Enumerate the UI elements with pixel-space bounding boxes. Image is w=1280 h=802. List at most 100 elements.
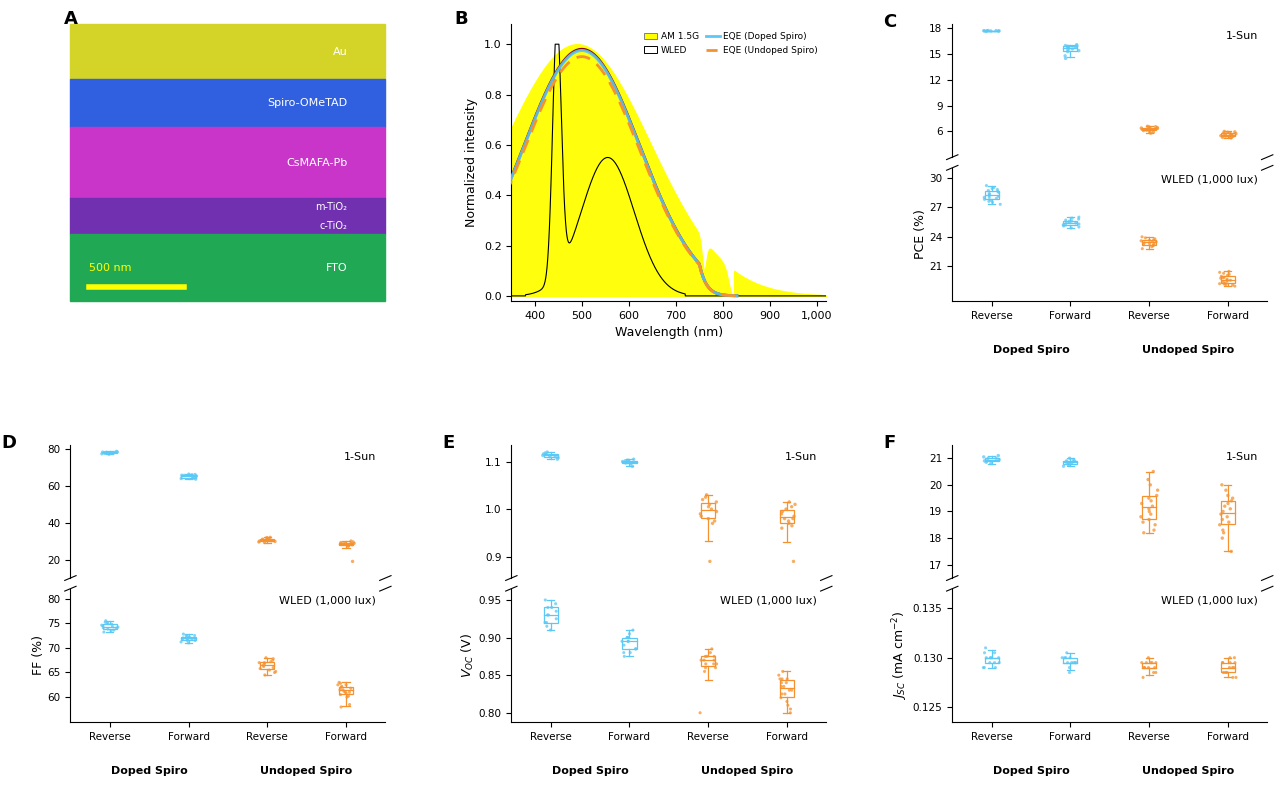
Point	[342, 555, 362, 568]
Point	[97, 618, 118, 630]
Point	[1220, 273, 1240, 286]
Text: Doped Spiro: Doped Spiro	[992, 766, 1069, 776]
Point	[1059, 216, 1079, 229]
Point	[622, 624, 643, 637]
Point	[257, 533, 278, 545]
Y-axis label: Normalized intensity: Normalized intensity	[466, 98, 479, 227]
Point	[696, 650, 717, 662]
Bar	[544, 454, 558, 457]
Point	[694, 654, 714, 666]
Point	[547, 453, 567, 466]
Point	[538, 601, 558, 614]
Point	[1061, 457, 1082, 470]
Point	[545, 597, 566, 610]
Point	[1220, 651, 1240, 664]
Point	[1059, 459, 1079, 472]
Bar	[1064, 461, 1078, 464]
Point	[1069, 213, 1089, 225]
Point	[1138, 651, 1158, 664]
Bar	[701, 656, 716, 666]
Point	[1135, 232, 1156, 245]
Point	[332, 538, 352, 551]
Point	[977, 455, 997, 468]
Point	[535, 616, 556, 629]
Point	[538, 446, 558, 459]
Point	[613, 638, 634, 651]
Point	[1132, 656, 1152, 669]
Point	[259, 663, 279, 676]
Text: m-TiO₂: m-TiO₂	[316, 202, 348, 212]
Point	[1213, 267, 1234, 280]
Point	[974, 25, 995, 38]
Point	[776, 503, 796, 516]
Point	[330, 537, 351, 550]
Point	[262, 652, 283, 665]
Bar	[780, 680, 794, 697]
Point	[979, 656, 1000, 669]
Point	[1059, 215, 1079, 228]
Point	[334, 685, 355, 698]
Point	[772, 505, 792, 518]
Text: WLED (1,000 lux): WLED (1,000 lux)	[1161, 175, 1258, 184]
Point	[1061, 221, 1082, 234]
Text: WLED (1,000 lux): WLED (1,000 lux)	[719, 595, 817, 606]
Point	[773, 665, 794, 678]
Point	[1220, 502, 1240, 515]
Point	[988, 185, 1009, 198]
Point	[1213, 277, 1234, 290]
Point	[1210, 518, 1230, 531]
Point	[1215, 128, 1235, 141]
Text: F: F	[883, 434, 895, 452]
Point	[1057, 45, 1078, 58]
Point	[1143, 666, 1164, 679]
Point	[979, 188, 1000, 200]
Point	[616, 454, 636, 467]
Point	[174, 469, 195, 482]
Point	[974, 191, 995, 204]
Bar	[260, 662, 274, 670]
Point	[330, 701, 351, 714]
Point	[95, 447, 115, 460]
Point	[982, 182, 1002, 195]
Point	[1055, 219, 1075, 232]
Point	[699, 500, 719, 513]
Point	[989, 24, 1010, 37]
Text: Undoped Spiro: Undoped Spiro	[701, 766, 794, 776]
Point	[692, 493, 713, 506]
Point	[1147, 122, 1167, 135]
Point	[617, 631, 637, 644]
Point	[1143, 239, 1164, 252]
Text: D: D	[1, 434, 17, 452]
Point	[1134, 661, 1155, 674]
Point	[618, 456, 639, 468]
Point	[1215, 277, 1235, 290]
Point	[1061, 215, 1082, 228]
Text: Spiro-OMeTAD: Spiro-OMeTAD	[268, 98, 348, 108]
Point	[1222, 671, 1243, 684]
Point	[777, 695, 797, 708]
Point	[781, 703, 801, 715]
Point	[704, 650, 724, 662]
Point	[774, 687, 795, 700]
Point	[250, 662, 270, 675]
Point	[974, 455, 995, 468]
Point	[988, 190, 1009, 203]
Point	[335, 678, 356, 691]
Point	[256, 651, 276, 664]
Point	[620, 627, 640, 640]
Point	[1146, 235, 1166, 248]
Point	[1212, 513, 1233, 526]
Point	[541, 601, 562, 614]
Point	[1134, 661, 1155, 674]
Bar	[182, 637, 196, 640]
Point	[96, 614, 116, 627]
Point	[1139, 125, 1160, 138]
Point	[106, 622, 127, 634]
Point	[540, 451, 561, 464]
Point	[1144, 661, 1165, 674]
Point	[344, 537, 365, 549]
Point	[778, 515, 799, 528]
Point	[255, 536, 275, 549]
Point	[172, 472, 192, 485]
Point	[1216, 278, 1236, 291]
